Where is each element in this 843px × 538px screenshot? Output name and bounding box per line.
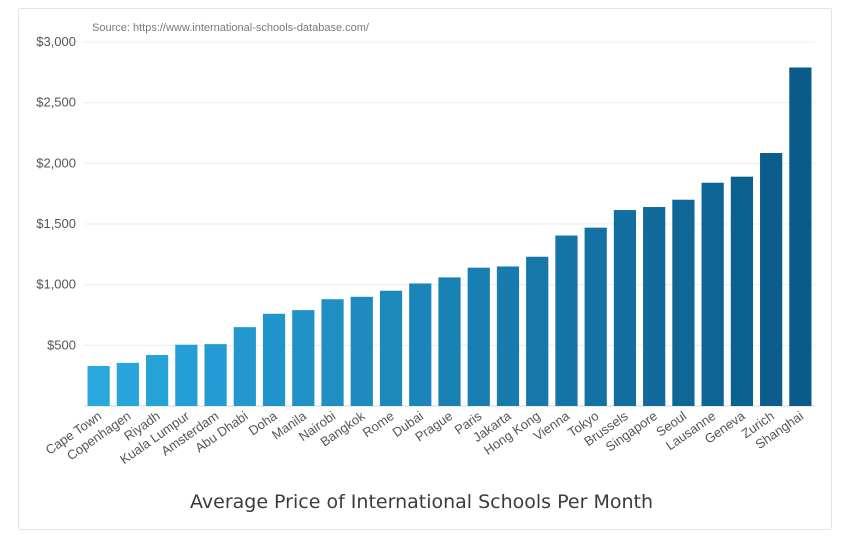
y-tick-label: $2,000 — [36, 155, 76, 170]
bar-kuala-lumpur — [175, 344, 198, 406]
bar-nairobi — [321, 299, 344, 406]
y-axis-labels: $500 $1,000 $1,500 $2,000 $2,500 $3,000 — [36, 34, 76, 352]
bar-rome — [379, 290, 403, 406]
bar-geneva — [730, 176, 754, 406]
bar-zurich — [760, 153, 783, 406]
bar-singapore — [643, 207, 666, 406]
bar-shanghai — [789, 67, 812, 406]
bar-doha — [262, 313, 286, 406]
bar-vienna — [555, 235, 578, 406]
bar-prague — [438, 277, 461, 406]
bar-copenhagen — [116, 362, 139, 406]
bar-cape-town — [87, 365, 110, 406]
chart-source: Source: https://www.international-school… — [92, 22, 369, 34]
y-tick-label: $500 — [47, 337, 76, 352]
bar-paris — [467, 267, 490, 406]
y-tick-label: $2,500 — [36, 95, 76, 110]
bar-manila — [292, 310, 315, 406]
y-tick-label: $3,000 — [36, 34, 76, 49]
chart-title: Average Price of International Schools P… — [190, 491, 653, 513]
bar-hong-kong — [526, 256, 549, 406]
bar-brussels — [613, 210, 637, 406]
bars — [87, 67, 812, 406]
y-tick-label: $1,000 — [36, 277, 76, 292]
bar-amsterdam — [204, 344, 227, 406]
bar-lausanne — [701, 182, 724, 406]
chart-frame — [18, 8, 832, 530]
bar-riyadh — [145, 355, 169, 406]
bar-seoul — [672, 199, 695, 406]
x-tick-label: Rome — [360, 408, 397, 440]
bar-dubai — [409, 283, 432, 406]
bar-bangkok — [350, 296, 373, 406]
y-tick-label: $1,500 — [36, 216, 76, 231]
bar-jakarta — [496, 266, 520, 406]
bar-abu-dhabi — [233, 327, 256, 406]
bar-tokyo — [584, 227, 607, 406]
